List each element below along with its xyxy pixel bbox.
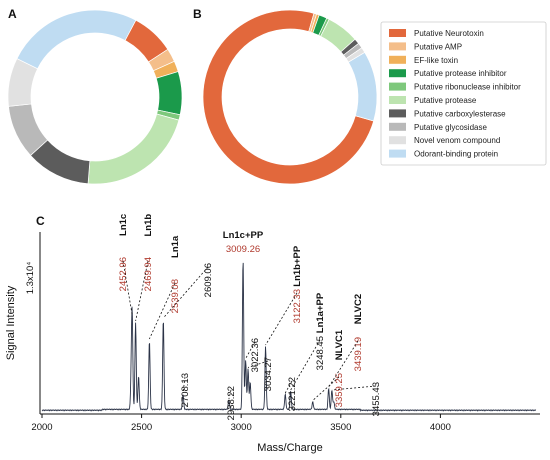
chart-legend: Putative Neurotoxin Putative AMP EF-like t… bbox=[380, 21, 547, 166]
peak-3122-33-name: Ln1b+PP bbox=[292, 245, 303, 287]
peak-3359-25-name: NLVC1 bbox=[334, 329, 345, 360]
legend-swatch-putative-carboxylesterase bbox=[389, 109, 406, 118]
legend-label-putative-carboxylesterase: Putative carboxylesterase bbox=[414, 109, 506, 118]
peak-2938-22-value: 2938.22 bbox=[226, 386, 237, 420]
legend-label-putative-protease-inhibitor: Putative protease inhibitor bbox=[414, 69, 507, 78]
peak-2539-08-name: Ln1a bbox=[170, 235, 181, 258]
legend-label-ef-like-toxin: EF-like toxin bbox=[414, 56, 458, 65]
donut-b-slice-putative-neurotoxin bbox=[202, 9, 375, 185]
peak-2539-08-value: 2539.08 bbox=[170, 279, 181, 313]
donut-chart-a bbox=[7, 9, 183, 185]
y-axis-title: Signal Intensity bbox=[5, 285, 17, 360]
peak-3122-33-value: 3122.33 bbox=[292, 289, 303, 323]
peak-2938-22-leader bbox=[228, 389, 232, 400]
peak-3221-22-value: 3221.22 bbox=[287, 377, 298, 411]
peak-2452-96-value: 2452.96 bbox=[118, 257, 129, 291]
legend-swatch-putative-neurotoxin bbox=[389, 29, 406, 37]
peak-3034-27-leader bbox=[247, 360, 269, 368]
panel-label-c: C bbox=[36, 214, 45, 228]
peak-3439-19-leader bbox=[328, 340, 359, 388]
legend-label-putative-amp: Putative AMP bbox=[414, 42, 462, 51]
donut-a-slice-putative-protease bbox=[87, 113, 180, 185]
legend-label-putative-ribonuclease-inhibitor: Putative ribonuclease inhibitor bbox=[414, 83, 521, 92]
mass-spectrum-chart: 1.3x10⁴ Signal Intensity Mass/Charge 200… bbox=[5, 214, 540, 454]
legend-swatch-putative-protease bbox=[389, 96, 406, 104]
peak-2609-06-leader bbox=[163, 266, 209, 319]
peak-3034-27-value: 3034.27 bbox=[263, 357, 274, 391]
peak-3009-26-value: 3009.26 bbox=[226, 244, 260, 255]
peak-2609-06-value: 2609.06 bbox=[203, 263, 214, 297]
legend-label-novel-venom-compound: Novel venom compound bbox=[414, 136, 500, 145]
peak-2708-13-value: 2708.13 bbox=[180, 373, 191, 407]
panel-label-b: B bbox=[193, 7, 202, 21]
donut-chart-b bbox=[202, 9, 378, 185]
peak-3359-25-value: 3359.25 bbox=[334, 373, 345, 407]
x-axis-title: Mass/Charge bbox=[257, 442, 322, 454]
donut-a-slice-odorant-binding-protein bbox=[16, 9, 137, 70]
x-tick-label-2500: 2500 bbox=[131, 422, 152, 433]
x-tick-label-3000: 3000 bbox=[231, 422, 252, 433]
spectrum-trace bbox=[41, 262, 537, 412]
legend-label-odorant-binding-protein: Odorant-binding protein bbox=[414, 150, 498, 159]
legend-swatch-putative-protease-inhibitor bbox=[389, 69, 406, 78]
peak-2452-96-name: Ln1c bbox=[118, 214, 129, 236]
x-axis-ticks: 2000 2500 3000 3500 4000 bbox=[31, 414, 451, 433]
peak-3455-43-value: 3455.43 bbox=[371, 382, 382, 416]
legend-swatch-ef-like-toxin bbox=[389, 55, 406, 64]
legend-label-putative-neurotoxin: Putative Neurotoxin bbox=[414, 29, 484, 38]
legend-swatch-putative-amp bbox=[389, 42, 406, 51]
peak-2708-13-leader bbox=[182, 376, 186, 394]
donut-b-slice-odorant-binding-protein bbox=[347, 51, 378, 122]
peak-3439-19-name: NLVC2 bbox=[353, 294, 364, 324]
legend-swatch-odorant-binding-protein bbox=[389, 149, 406, 158]
peak-3009-26-name: Ln1c+PP bbox=[223, 230, 264, 241]
peak-3455-43-leader bbox=[331, 385, 377, 391]
legend-label-putative-protease: Putative protease bbox=[414, 96, 477, 105]
legend-label-putative-glycosidase: Putative glycosidase bbox=[414, 123, 487, 132]
legend-frame bbox=[380, 21, 547, 166]
panel-label-a: A bbox=[8, 7, 17, 21]
peak-2469-94-name: Ln1b bbox=[143, 214, 154, 237]
peak-3248-45-name: Ln1a+PP bbox=[315, 292, 326, 333]
peak-3248-45-leader bbox=[290, 339, 321, 391]
legend-swatch-putative-glycosidase bbox=[389, 122, 406, 131]
legend-swatch-novel-venom-compound bbox=[389, 136, 406, 145]
legend-swatch-putative-ribonuclease-inhibitor bbox=[389, 82, 406, 91]
peak-annotations: 2452.96 Ln1c 2469.94 Ln1b 2539.08 Ln1a 2609.06… bbox=[118, 214, 382, 421]
peak-2452-96-leader bbox=[122, 260, 133, 316]
x-tick-label-3500: 3500 bbox=[330, 422, 351, 433]
peak-3359-25-leader bbox=[312, 376, 340, 401]
peak-2469-94-value: 2469.94 bbox=[143, 257, 154, 291]
y-scale-label: 1.3x10⁴ bbox=[25, 262, 36, 295]
peak-3248-45-value: 3248.45 bbox=[315, 336, 326, 370]
x-tick-label-4000: 4000 bbox=[430, 422, 451, 433]
peak-3022-36-value: 3022.36 bbox=[250, 338, 261, 372]
x-tick-label-2000: 2000 bbox=[31, 422, 52, 433]
donut-a-slice-putative-protease-inhibitor bbox=[155, 71, 183, 116]
peak-3022-36-leader bbox=[245, 341, 256, 359]
peak-3439-19-value: 3439.19 bbox=[353, 337, 364, 371]
